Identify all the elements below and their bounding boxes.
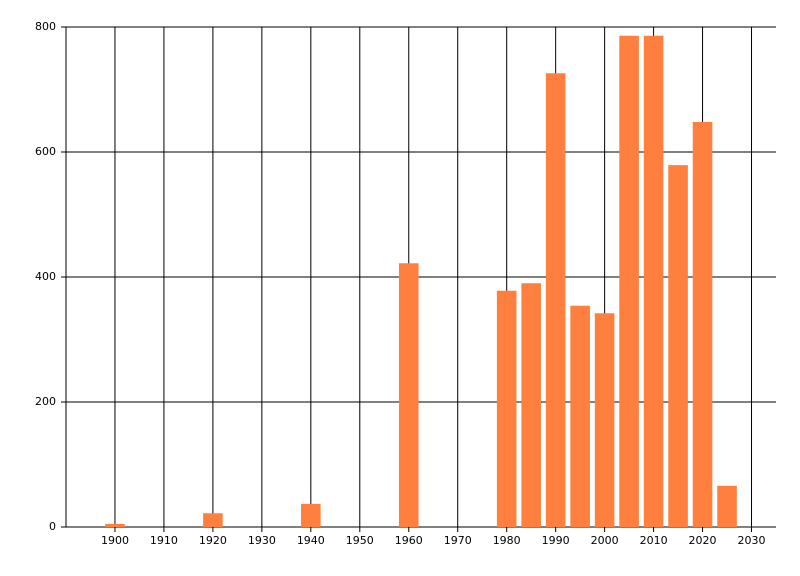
y-tick-label: 600 bbox=[35, 145, 56, 158]
x-tick-label: 1980 bbox=[493, 534, 521, 547]
x-tick-label: 1940 bbox=[297, 534, 325, 547]
bar bbox=[619, 35, 639, 527]
x-tick-label: 2000 bbox=[591, 534, 619, 547]
x-tick-label: 2030 bbox=[738, 534, 766, 547]
x-tick-label: 2010 bbox=[640, 534, 668, 547]
bar bbox=[570, 305, 590, 527]
bar bbox=[692, 122, 713, 527]
bar bbox=[545, 73, 566, 527]
y-tick-label: 200 bbox=[35, 395, 56, 408]
x-tick-label: 1930 bbox=[248, 534, 276, 547]
bar bbox=[301, 503, 321, 527]
y-tick-label: 400 bbox=[35, 270, 56, 283]
x-tick-label: 1970 bbox=[444, 534, 472, 547]
x-tick-label: 1950 bbox=[346, 534, 374, 547]
bar bbox=[643, 35, 664, 527]
x-tick-label: 1960 bbox=[395, 534, 423, 547]
y-tick-label: 0 bbox=[49, 520, 56, 533]
bar bbox=[521, 283, 541, 527]
bar bbox=[717, 485, 737, 527]
x-tick-label: 1920 bbox=[199, 534, 227, 547]
bar bbox=[594, 313, 615, 527]
bar bbox=[668, 165, 688, 527]
x-tick-label: 1910 bbox=[150, 534, 178, 547]
x-tick-label: 1990 bbox=[542, 534, 570, 547]
bar bbox=[496, 290, 517, 527]
x-tick-label: 2020 bbox=[689, 534, 717, 547]
bar bbox=[398, 263, 419, 527]
x-tick-label: 1900 bbox=[101, 534, 129, 547]
bar bbox=[105, 523, 125, 527]
y-tick-label: 800 bbox=[35, 20, 56, 33]
bar bbox=[203, 513, 223, 527]
